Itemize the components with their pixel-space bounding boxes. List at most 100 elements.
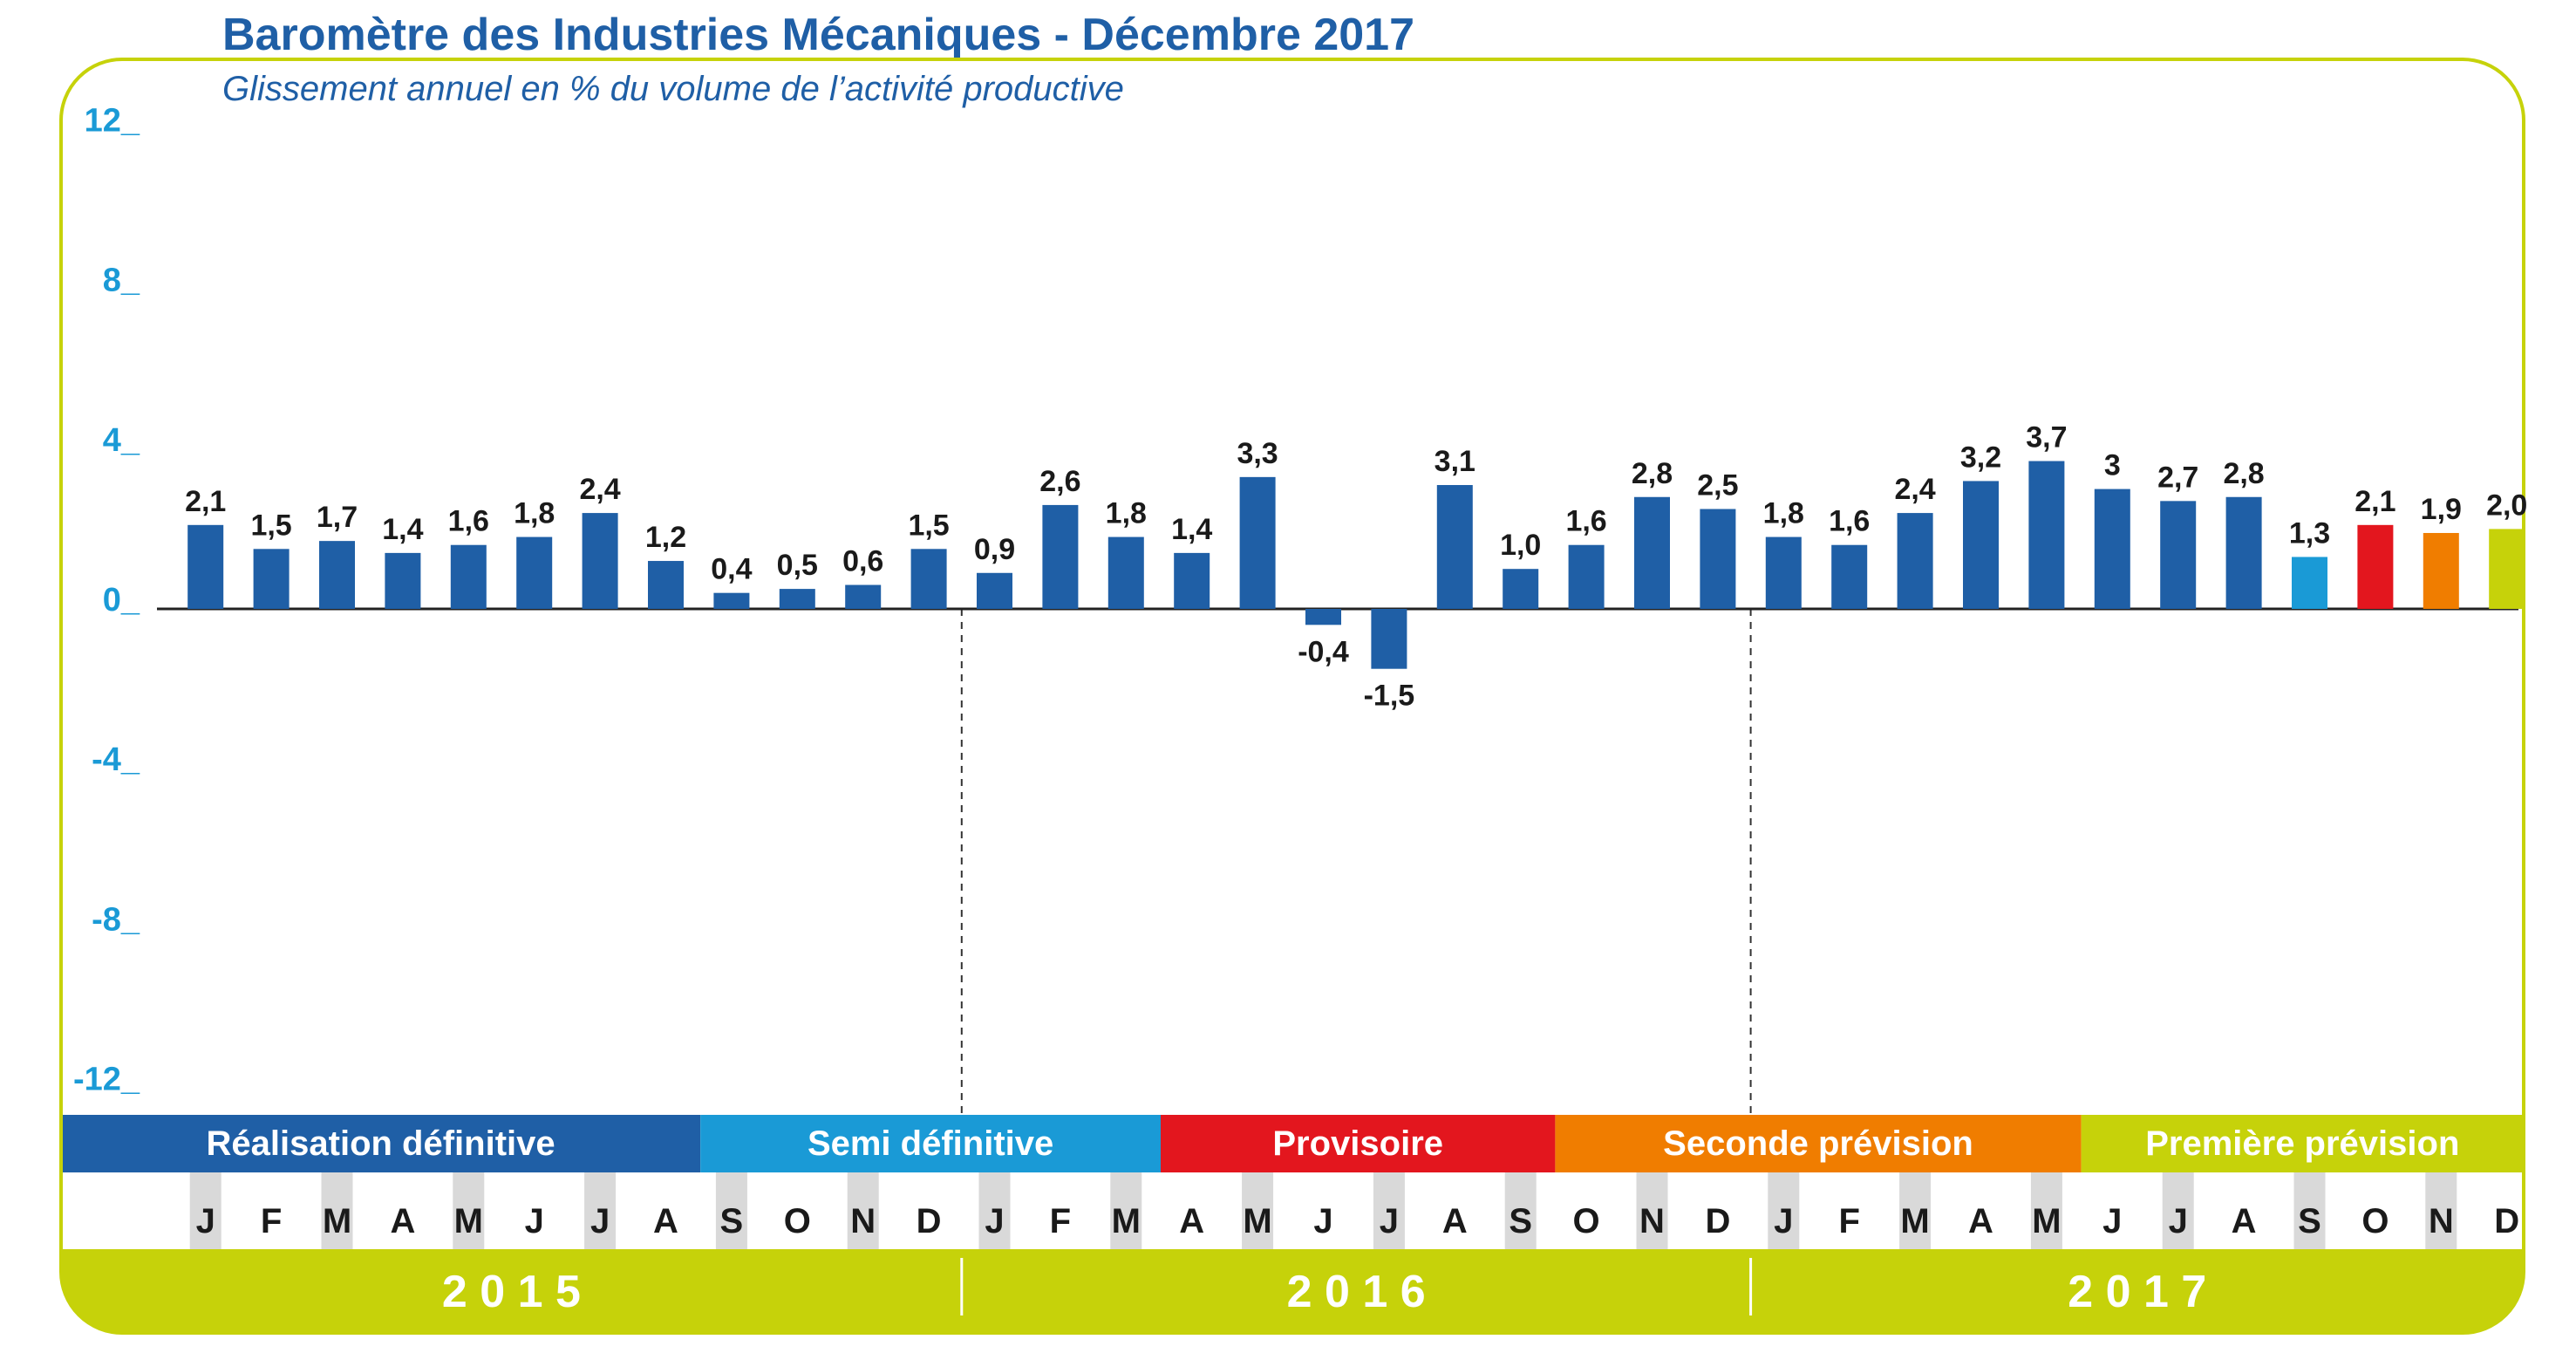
month-stripe [1504,1172,1537,1249]
bar-value-label: 2,8 [1632,457,1673,490]
y-tick-label: -4_ [92,741,140,778]
bar-value-label: 0,5 [777,549,818,582]
month-stripe [715,1172,747,1249]
bar [1503,569,1539,609]
month-label: A [390,1202,415,1240]
bar [1897,513,1933,609]
phase-label: Première prévision [2145,1124,2459,1163]
bar [977,572,1012,609]
month-label: N [2429,1202,2454,1240]
bar-value-label: 3,1 [1435,445,1475,478]
bar [2423,532,2459,609]
bar-value-label: 1,6 [1829,505,1870,538]
y-tick-label: -12_ [73,1062,140,1098]
month-stripe [1242,1172,1274,1249]
year-band [61,1249,2524,1333]
month-label: O [2361,1202,2389,1240]
phase-label: Semi définitive [808,1124,1053,1163]
bar-value-label: 1,6 [448,505,489,538]
bar [845,584,882,609]
month-label: D [1705,1202,1730,1240]
month-stripe [2162,1172,2194,1249]
y-tick-label: -8_ [92,901,140,938]
month-label: O [784,1202,811,1240]
month-label: F [1838,1202,1859,1240]
bar-value-label: -0,4 [1298,635,1349,668]
month-label: S [720,1202,744,1240]
bar-value-label: 1,0 [1500,529,1541,562]
y-tick-label: 4_ [103,422,140,459]
bar [2225,496,2262,609]
bar-value-label: 2,1 [185,485,226,518]
bar-value-label: 2,6 [1039,465,1080,498]
bar-value-label: 3 [2104,449,2121,482]
bar [1107,536,1144,609]
month-stripe [847,1172,879,1249]
year-label: 2 0 1 6 [1287,1267,1426,1317]
bar-value-label: 0,6 [842,545,883,578]
bar-value-label: 3,2 [1960,441,2001,474]
bar-value-label: 1,8 [1106,497,1147,530]
bar-value-label: 1,5 [250,509,291,542]
month-label: D [2494,1202,2519,1240]
bar-value-label: 1,8 [514,497,555,530]
month-label: A [1179,1202,1204,1240]
month-stripe [321,1172,353,1249]
month-row [61,1172,2524,1249]
month-stripe [1899,1172,1932,1249]
month-stripe [2293,1172,2326,1249]
bar [1239,476,1276,609]
bar [713,592,750,609]
month-label: J [1774,1202,1793,1240]
month-stripe [1110,1172,1142,1249]
bar-value-label: 0,4 [711,553,752,586]
bar-value-label: 2,4 [579,473,620,506]
month-label: J [1380,1202,1399,1240]
bar-value-label: 2,1 [2355,485,2395,518]
bar-value-label: 1,4 [382,513,423,546]
month-label: D [917,1202,942,1240]
bar-value-label: 1,2 [645,521,686,554]
phase-band [700,1115,1161,1172]
phase-band [1555,1115,2082,1172]
month-label: M [1112,1202,1141,1240]
bar [1765,536,1802,609]
phase-label: Réalisation définitive [207,1124,555,1163]
bar [2292,557,2327,609]
month-stripe [2030,1172,2062,1249]
chart-title: Baromètre des Industries Mécaniques - Dé… [222,10,1415,60]
bar-value-label: 2,7 [2157,461,2198,494]
bar-value-label: 2,0 [2486,489,2527,522]
month-stripe [1373,1172,1405,1249]
bar [516,536,553,609]
month-label: O [1573,1202,1600,1240]
month-label: A [1968,1202,1993,1240]
y-tick-label: 0_ [103,582,140,618]
bar [1042,504,1079,609]
bar [582,513,618,609]
bar-value-label: 1,6 [1565,505,1606,538]
month-label: M [454,1202,483,1240]
month-stripe [2425,1172,2457,1249]
month-label: J [985,1202,1004,1240]
month-stripe [1768,1172,1800,1249]
bar [1963,481,1999,609]
y-tick-label: 8_ [103,263,140,299]
phase-band [61,1115,701,1172]
phase-label: Seconde prévision [1663,1124,1973,1163]
bar [2160,501,2197,609]
month-stripe [453,1172,485,1249]
month-label: J [590,1202,610,1240]
bar [2357,524,2394,609]
month-label: M [323,1202,351,1240]
bar [1174,552,1210,609]
month-label: A [1442,1202,1468,1240]
bar-value-label: 1,8 [1763,497,1804,530]
month-label: J [196,1202,215,1240]
bar [1634,496,1670,609]
month-stripe [584,1172,617,1249]
month-label: M [1243,1202,1271,1240]
year-label: 2 0 1 7 [2068,1267,2206,1317]
bar [1700,509,1736,609]
bar [1305,609,1341,625]
